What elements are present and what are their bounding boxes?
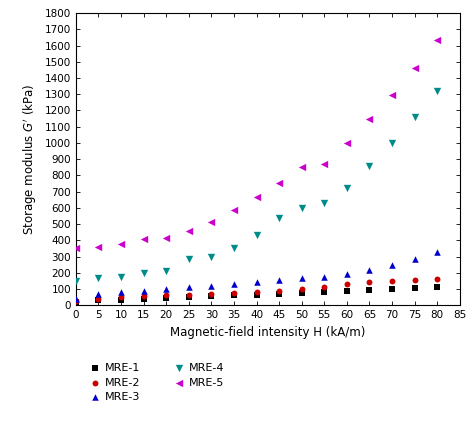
MRE-2 [275,287,283,294]
MRE-1 [343,287,351,294]
MRE-5 [140,236,147,243]
MRE-2 [185,291,192,298]
MRE-5 [185,228,192,235]
MRE-1 [208,293,215,300]
MRE-5 [163,235,170,242]
Y-axis label: Storage modulus $G'$ (kPa): Storage modulus $G'$ (kPa) [22,83,39,235]
MRE-1 [163,294,170,301]
MRE-5 [95,243,102,250]
MRE-4 [72,277,80,284]
MRE-1 [298,290,305,296]
MRE-2 [320,284,328,291]
MRE-2 [365,279,373,286]
MRE-5 [388,92,396,99]
MRE-2 [253,289,260,296]
MRE-3 [388,261,396,268]
MRE-1 [253,291,260,298]
MRE-1 [230,292,238,299]
MRE-5 [275,180,283,187]
MRE-4 [365,162,373,169]
MRE-3 [433,248,441,255]
MRE-1 [72,299,80,306]
MRE-4 [298,204,305,211]
MRE-1 [95,297,102,304]
MRE-4 [163,268,170,275]
MRE-2 [343,281,351,288]
MRE-2 [411,276,419,283]
MRE-5 [320,160,328,167]
MRE-5 [365,115,373,122]
MRE-4 [253,231,260,238]
MRE-4 [275,214,283,221]
MRE-2 [433,276,441,283]
MRE-3 [208,282,215,289]
MRE-5 [343,140,351,146]
MRE-1 [388,286,396,293]
MRE-3 [365,267,373,274]
Legend: MRE-1, MRE-2, MRE-3, MRE-4, MRE-5: MRE-1, MRE-2, MRE-3, MRE-4, MRE-5 [89,363,225,402]
MRE-3 [95,290,102,297]
MRE-4 [140,269,147,276]
MRE-2 [163,292,170,299]
MRE-5 [117,241,125,248]
MRE-5 [433,36,441,43]
MRE-2 [72,298,80,305]
MRE-5 [72,245,80,252]
MRE-4 [95,274,102,281]
MRE-1 [117,296,125,303]
MRE-4 [343,185,351,192]
MRE-1 [185,293,192,300]
MRE-2 [95,295,102,302]
MRE-5 [411,65,419,72]
MRE-5 [253,194,260,201]
MRE-3 [253,279,260,286]
MRE-1 [433,284,441,291]
MRE-1 [275,290,283,297]
X-axis label: Magnetic-field intensity H (kA/m): Magnetic-field intensity H (kA/m) [170,326,365,339]
MRE-4 [388,140,396,146]
MRE-5 [208,219,215,226]
MRE-3 [185,284,192,291]
MRE-5 [230,207,238,214]
MRE-4 [208,253,215,260]
MRE-2 [230,290,238,296]
MRE-3 [298,275,305,282]
MRE-2 [208,290,215,297]
MRE-3 [163,286,170,293]
MRE-2 [140,293,147,300]
MRE-2 [298,286,305,293]
MRE-1 [411,285,419,292]
MRE-3 [343,271,351,278]
MRE-1 [320,289,328,296]
MRE-4 [117,273,125,280]
MRE-3 [72,295,80,302]
MRE-5 [298,164,305,171]
MRE-3 [117,289,125,296]
MRE-3 [411,255,419,262]
MRE-3 [140,287,147,294]
MRE-1 [140,295,147,302]
MRE-4 [411,113,419,120]
MRE-4 [320,200,328,207]
MRE-4 [185,255,192,262]
MRE-3 [275,276,283,283]
MRE-3 [320,273,328,280]
MRE-1 [365,286,373,293]
MRE-2 [117,293,125,300]
MRE-3 [230,281,238,288]
MRE-2 [388,277,396,284]
MRE-4 [433,88,441,95]
MRE-4 [230,245,238,252]
